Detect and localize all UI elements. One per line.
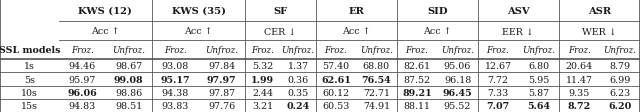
Text: 97.87: 97.87 <box>208 88 236 97</box>
Text: SF: SF <box>273 7 287 16</box>
Text: 94.83: 94.83 <box>68 101 96 110</box>
Text: 7.07: 7.07 <box>486 101 509 110</box>
Text: 5.95: 5.95 <box>528 75 549 84</box>
Text: 93.83: 93.83 <box>161 101 189 110</box>
Text: 96.45: 96.45 <box>443 88 472 97</box>
Text: 95.17: 95.17 <box>161 75 190 84</box>
Text: Unfroz.: Unfroz. <box>604 46 636 55</box>
Text: 97.97: 97.97 <box>207 75 237 84</box>
Text: 88.11: 88.11 <box>403 101 431 110</box>
Text: 97.76: 97.76 <box>208 101 236 110</box>
Text: Froz.: Froz. <box>406 46 428 55</box>
Text: 76.54: 76.54 <box>362 75 391 84</box>
Text: CER ↓: CER ↓ <box>264 27 296 36</box>
Text: 74.91: 74.91 <box>363 101 390 110</box>
Text: 7.72: 7.72 <box>488 75 509 84</box>
Text: Froz.: Froz. <box>164 46 187 55</box>
Text: 87.52: 87.52 <box>403 75 431 84</box>
Text: Unfroz.: Unfroz. <box>441 46 474 55</box>
Text: 96.06: 96.06 <box>67 88 97 97</box>
Text: Acc ↑: Acc ↑ <box>91 27 120 36</box>
Text: 82.61: 82.61 <box>403 62 431 71</box>
Text: ASR: ASR <box>588 7 611 16</box>
Text: 95.97: 95.97 <box>68 75 96 84</box>
Text: 6.20: 6.20 <box>608 101 631 110</box>
Text: ER: ER <box>348 7 364 16</box>
Text: 95.52: 95.52 <box>444 101 471 110</box>
Text: Unfroz.: Unfroz. <box>205 46 238 55</box>
Text: 95.06: 95.06 <box>444 62 471 71</box>
Text: 99.08: 99.08 <box>114 75 143 84</box>
Text: 6.23: 6.23 <box>609 88 630 97</box>
Text: ASV: ASV <box>507 7 530 16</box>
Text: 5.64: 5.64 <box>527 101 550 110</box>
Text: 98.86: 98.86 <box>115 88 142 97</box>
Text: 89.21: 89.21 <box>402 88 432 97</box>
Text: 8.79: 8.79 <box>609 62 630 71</box>
Text: Unfroz.: Unfroz. <box>522 46 555 55</box>
Text: Acc ↑: Acc ↑ <box>342 27 371 36</box>
Text: 5s: 5s <box>24 75 35 84</box>
Text: Froz.: Froz. <box>252 46 274 55</box>
Text: 2.44: 2.44 <box>252 88 273 97</box>
Text: 0.36: 0.36 <box>287 75 308 84</box>
Text: EER ↓: EER ↓ <box>502 27 534 36</box>
Text: 57.40: 57.40 <box>323 62 349 71</box>
Text: 60.53: 60.53 <box>322 101 349 110</box>
Text: WER ↓: WER ↓ <box>582 27 617 36</box>
Text: Froz.: Froz. <box>568 46 591 55</box>
Text: Acc ↑: Acc ↑ <box>184 27 213 36</box>
Text: 15s: 15s <box>21 101 38 110</box>
Text: 1.37: 1.37 <box>287 62 308 71</box>
Text: 8.72: 8.72 <box>568 101 591 110</box>
Text: 5.32: 5.32 <box>252 62 273 71</box>
Text: 20.64: 20.64 <box>566 62 593 71</box>
Text: 6.99: 6.99 <box>609 75 630 84</box>
Text: 1.99: 1.99 <box>251 75 274 84</box>
Text: SID: SID <box>427 7 447 16</box>
Text: 98.51: 98.51 <box>115 101 142 110</box>
Text: 62.61: 62.61 <box>321 75 351 84</box>
Text: 6.80: 6.80 <box>528 62 549 71</box>
Text: Acc ↑: Acc ↑ <box>423 27 452 36</box>
Text: 7.33: 7.33 <box>488 88 509 97</box>
Text: 0.24: 0.24 <box>286 101 310 110</box>
Text: Unfroz.: Unfroz. <box>282 46 314 55</box>
Text: 94.38: 94.38 <box>162 88 189 97</box>
Text: 12.67: 12.67 <box>484 62 511 71</box>
Text: KWS (35): KWS (35) <box>172 7 225 16</box>
Text: 0.35: 0.35 <box>287 88 308 97</box>
Text: 96.18: 96.18 <box>444 75 471 84</box>
Text: Unfroz.: Unfroz. <box>112 46 145 55</box>
Text: Unfroz.: Unfroz. <box>360 46 393 55</box>
Text: Froz.: Froz. <box>486 46 509 55</box>
Text: 11.47: 11.47 <box>566 75 593 84</box>
Text: 1s: 1s <box>24 62 35 71</box>
Text: 68.80: 68.80 <box>363 62 390 71</box>
Text: Froz.: Froz. <box>324 46 348 55</box>
Text: 72.71: 72.71 <box>363 88 390 97</box>
Text: 5.87: 5.87 <box>528 88 549 97</box>
Text: 94.46: 94.46 <box>68 62 96 71</box>
Text: 3.21: 3.21 <box>252 101 273 110</box>
Text: 9.35: 9.35 <box>568 88 590 97</box>
Text: KWS (12): KWS (12) <box>79 7 132 16</box>
Text: SSL models: SSL models <box>0 46 60 55</box>
Text: 97.84: 97.84 <box>208 62 236 71</box>
Text: 93.08: 93.08 <box>162 62 189 71</box>
Text: 98.67: 98.67 <box>115 62 142 71</box>
Text: 10s: 10s <box>21 88 38 97</box>
Text: 60.12: 60.12 <box>323 88 349 97</box>
Text: Froz.: Froz. <box>70 46 93 55</box>
